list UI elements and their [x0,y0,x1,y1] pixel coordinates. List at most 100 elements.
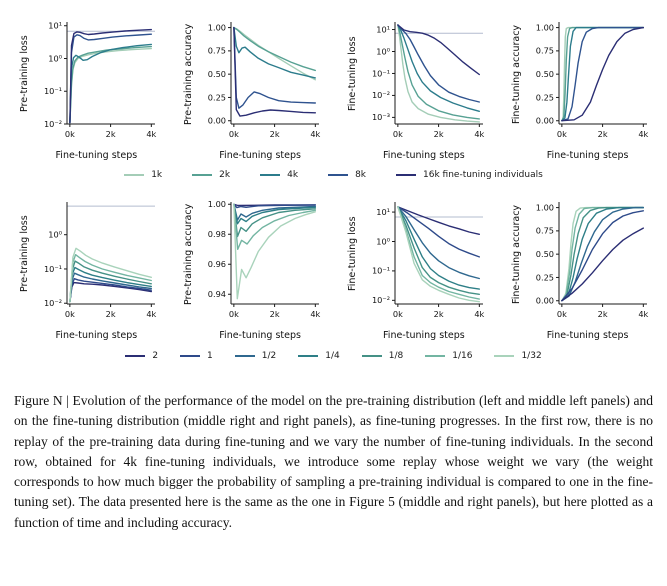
x-tick-label: 4k [310,129,320,139]
series-line-16k [233,26,317,117]
panel-finetuning-loss-row2: Fine-tuning loss 10¹ 10⁰ 10⁻¹ 10⁻² 0k 2k 4k Fi… [336,192,500,341]
y-axis-label: Pre-training loss [19,215,31,293]
y-tick-label: 10⁻¹ [372,266,390,276]
x-tick-label: 0k [65,309,75,319]
y-tick-label: 0.00 [535,296,553,306]
series-line-1-8 [560,206,644,302]
series-line-4k [69,43,153,124]
series-line-1-4 [69,266,153,303]
series-line-1 [69,278,153,303]
y-tick-label: 0.50 [535,249,553,259]
x-axis-label: Fine-tuning steps [219,150,301,161]
legend-line-swatch [494,355,515,357]
legend-line-swatch [396,174,417,176]
series-line-2k [560,26,644,122]
legend-line-swatch [180,355,201,357]
y-tick-label: 10⁰ [49,53,63,63]
y-tick-label: 10⁻² [44,119,62,129]
x-axis-label: Fine-tuning steps [546,330,629,341]
legend-item: 16k fine-tuning individuals [396,170,543,180]
x-tick-label: 4k [638,129,648,139]
plot-canvas-pretraining-loss-row2: 10⁰ 10⁻¹ 10⁻²0k 2k 4k [44,202,157,319]
y-tick-label: 10⁻² [372,295,390,305]
figure-row-2: Pre-training loss 10⁰ 10⁻¹ 10⁻² 0k 2k 4k Fine… [0,192,667,341]
x-axis-label: Fine-tuning steps [383,330,465,341]
y-tick-label: 10¹ [49,21,63,31]
legend-label: 2k [219,170,231,180]
series-line-1-8 [233,203,317,238]
y-tick-label: 10⁻² [372,90,390,100]
legend-label: 1/2 [261,351,277,361]
series-line-1-2 [69,272,153,303]
plot-canvas-finetuning-accuracy-row1: 1.00 0.75 0.50 0.25 0.00 0k 2k 4k [535,22,648,139]
x-axis-label: Fine-tuning steps [55,150,138,161]
series-line-8k [69,33,153,124]
series-line-2k [397,24,480,120]
legend-line-swatch [361,355,382,357]
plot-canvas-finetuning-accuracy-row2: 1.00 0.75 0.50 0.25 0.00 0k 2k 4k [535,202,648,319]
y-tick-label: 0.00 [208,116,226,126]
y-tick-label: 0.75 [208,46,226,56]
series-line-4k [233,26,317,79]
series-line-1-16 [397,206,480,300]
panel-finetuning-loss-row1: Fine-tuning loss 10¹ 10⁰ 10⁻¹ 10⁻² 10⁻³ 0k 2k 4… [336,12,500,161]
y-tick-label: 10¹ [376,207,390,217]
plot-area: 1.00 0.75 0.50 0.25 0.00 0k 2k 4k Fine-tuning s… [195,12,325,161]
series-line-1k [233,26,317,81]
panel-finetuning-accuracy-row2: Fine-tuning accuracy 1.00 0.75 0.50 0.25 0.0… [499,192,663,341]
x-axis-label: Fine-tuning steps [219,330,301,341]
legend-item: 1/2 [234,351,277,361]
plot-area: 1.00 0.75 0.50 0.25 0.00 0k 2k 4k Fine-tuning s… [523,12,653,161]
y-tick-label: 10⁰ [376,46,390,56]
figure-row-1: Pre-training loss 10¹ 10⁰ 10⁻¹ 10⁻² 0k 2k 4k F… [0,12,667,161]
series-line-1-16 [560,206,644,302]
series-line-8k [233,26,317,109]
legend-line-swatch [124,174,145,176]
series-line-1-16 [233,203,317,250]
y-tick-label: 0.50 [208,69,226,79]
legend-item: 1k [124,170,162,180]
legend-row-2: 2 1 1/2 1/4 1/8 1/16 1/32 [0,351,667,361]
y-axis-label: Pre-training accuracy [183,23,195,125]
x-tick-label: 4k [474,129,484,139]
series-line-2k [69,45,153,124]
x-tick-label: 0k [65,129,75,139]
series-line-1 [233,203,317,209]
x-tick-label: 2k [433,129,443,139]
y-tick-label: 0.96 [208,259,226,269]
y-tick-label: 0.98 [208,229,226,239]
legend-label: 2 [152,351,159,361]
x-tick-label: 2k [106,129,116,139]
x-tick-label: 0k [393,129,403,139]
plot-area: 10¹ 10⁰ 10⁻¹ 10⁻² 10⁻³ 0k 2k 4k Fine-tuning ste… [359,12,489,161]
legend-item: 1 [180,351,213,361]
series-line-1-16 [69,254,153,303]
legend-line-swatch [425,355,446,357]
plot-area: 1.00 0.98 0.96 0.94 0k 2k 4k Fine-tuning steps [195,192,325,341]
x-tick-label: 0k [393,309,403,319]
panel-pretraining-loss-row1: Pre-training loss 10¹ 10⁰ 10⁻¹ 10⁻² 0k 2k 4k F… [8,12,172,161]
y-axis-label: Fine-tuning accuracy [510,24,522,124]
series-line-8k [397,24,480,103]
figure-caption: Figure N | Evolution of the performance … [14,393,653,530]
plot-area: 1.00 0.75 0.50 0.25 0.00 0k 2k 4k Fine-tuning s… [523,192,653,341]
y-axis-label: Fine-tuning loss [346,36,358,112]
series-line-1-8 [69,260,153,303]
series-line-1-32 [397,206,480,303]
series-line-16k [560,26,644,122]
series-line-1k [560,26,644,122]
panel-pretraining-accuracy-row2: Pre-training accuracy 1.00 0.98 0.96 0.94 0k… [172,192,336,341]
legend-item: 2k [192,170,230,180]
x-tick-label: 0k [229,129,239,139]
series-line-1-8 [397,206,480,295]
panel-pretraining-loss-row2: Pre-training loss 10⁰ 10⁻¹ 10⁻² 0k 2k 4k Fine… [8,192,172,341]
legend-line-swatch [234,355,255,357]
legend-line-swatch [328,174,349,176]
legend-line-swatch [298,355,319,357]
y-tick-label: 1.00 [535,202,553,212]
x-tick-label: 2k [597,309,607,319]
legend-label: 8k [355,170,367,180]
